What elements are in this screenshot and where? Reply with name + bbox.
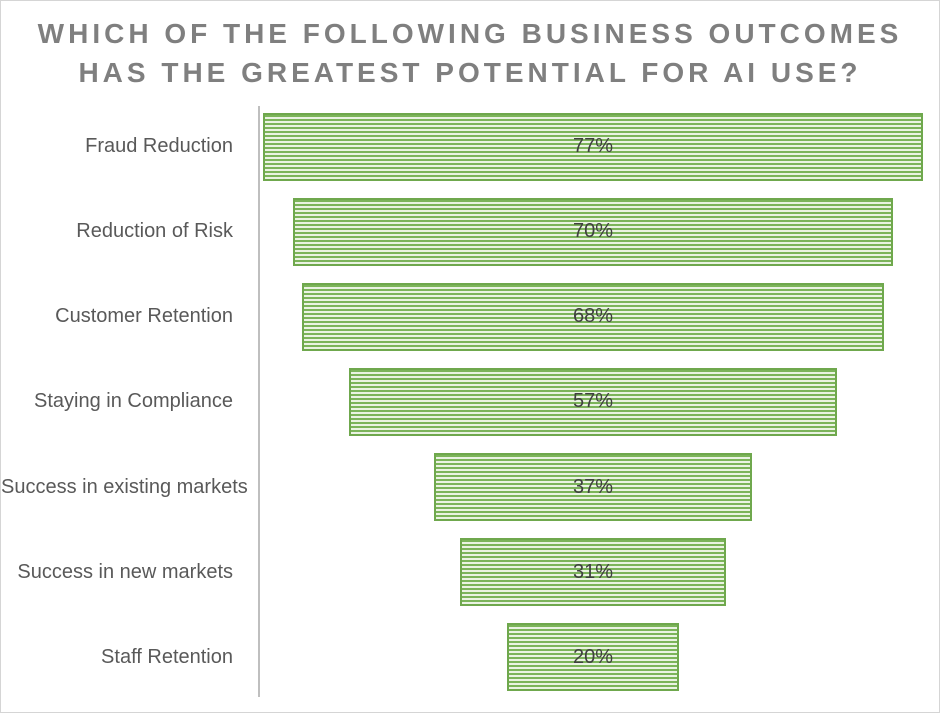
funnel-bar: 70% xyxy=(293,197,893,266)
funnel-bar: 31% xyxy=(460,538,726,607)
funnel-bar: 57% xyxy=(348,367,838,436)
funnel-row: Customer Retention 68% xyxy=(1,274,939,359)
category-label: Reduction of Risk xyxy=(76,220,233,243)
category-label: Success in new markets xyxy=(17,560,233,583)
value-label: 68% xyxy=(572,305,613,328)
funnel-chart: Fraud Reduction 77% Reduction of Risk 70% Cu… xyxy=(1,104,939,700)
funnel-row: Staying in Compliance 57% xyxy=(1,359,939,444)
funnel-rows: Fraud Reduction 77% Reduction of Risk 70% Cu… xyxy=(1,104,939,700)
bar-track: 31% xyxy=(262,530,939,615)
funnel-bar: 68% xyxy=(301,282,885,351)
bar-track: 37% xyxy=(262,445,939,530)
value-label: 70% xyxy=(572,220,613,243)
bar-track: 57% xyxy=(262,359,939,444)
bar-track: 20% xyxy=(262,615,939,700)
value-label: 57% xyxy=(572,390,613,413)
category-label: Fraud Reduction xyxy=(85,135,233,158)
value-label: 37% xyxy=(572,475,613,498)
value-label: 20% xyxy=(572,645,613,668)
category-label: Success in existing markets xyxy=(1,475,248,498)
category-axis-line xyxy=(258,106,260,697)
value-label: 31% xyxy=(572,560,613,583)
chart-title: WHICH OF THE FOLLOWING BUSINESS OUTCOMES… xyxy=(1,14,939,92)
chart-title-line-2: HAS THE GREATEST POTENTIAL FOR AI USE? xyxy=(78,57,862,88)
funnel-bar: 20% xyxy=(507,623,679,692)
bar-track: 68% xyxy=(262,274,939,359)
category-label: Staff Retention xyxy=(101,645,233,668)
bar-track: 77% xyxy=(262,104,939,189)
bar-track: 70% xyxy=(262,189,939,274)
funnel-row: Success in new markets 31% xyxy=(1,530,939,615)
funnel-row: Success in existing markets 37% xyxy=(1,445,939,530)
category-label: Customer Retention xyxy=(55,305,233,328)
category-label: Staying in Compliance xyxy=(34,390,233,413)
funnel-bar: 37% xyxy=(434,453,752,522)
funnel-row: Staff Retention 20% xyxy=(1,615,939,700)
value-label: 77% xyxy=(572,135,613,158)
funnel-row: Reduction of Risk 70% xyxy=(1,189,939,274)
chart-title-line-1: WHICH OF THE FOLLOWING BUSINESS OUTCOMES xyxy=(37,18,903,49)
funnel-row: Fraud Reduction 77% xyxy=(1,104,939,189)
funnel-bar: 77% xyxy=(263,112,923,181)
